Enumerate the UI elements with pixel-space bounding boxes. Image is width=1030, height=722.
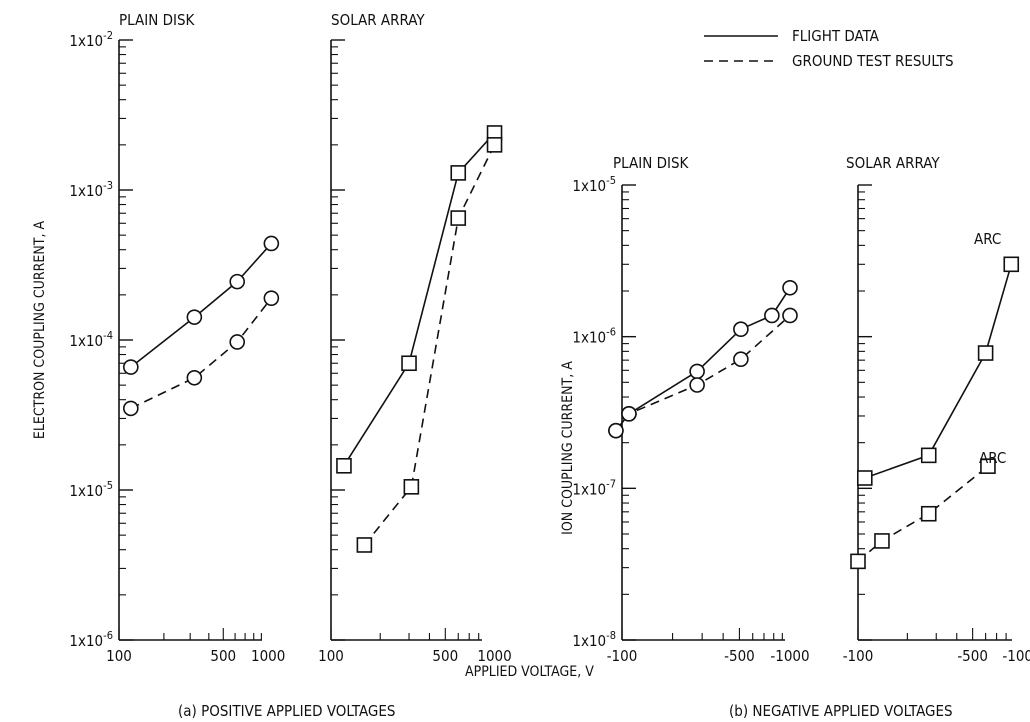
data-point-ground-test-solar-array-neg [980, 458, 996, 474]
data-point-flight-data-plain-disk-pos [229, 273, 246, 290]
legend-label-flight-data: FLIGHT DATA [792, 27, 880, 45]
series-layer [123, 125, 1020, 570]
annotation-arc-flight: ARC [974, 230, 1001, 248]
data-point-flight-data-plain-disk-pos [263, 235, 280, 252]
data-point-ground-test-solar-array-pos [356, 537, 373, 553]
data-point-flight-data-plain-disk-pos [123, 359, 139, 375]
legend-label-ground-test: GROUND TEST RESULTS [792, 52, 954, 70]
x-tick-label-plain-disk-pos: 100 [106, 647, 132, 665]
data-point-flight-data-plain-disk-pos [186, 309, 203, 325]
data-point-ground-test-plain-disk-neg [689, 377, 705, 393]
data-point-ground-test-solar-array-pos [450, 210, 467, 226]
data-point-flight-data-solar-array-pos [401, 355, 417, 372]
data-point-flight-data-solar-array-neg [977, 345, 994, 361]
y-tick-label-plain-disk-pos: 1x10-3 [69, 179, 113, 200]
x-axis-label: APPLIED VOLTAGE, V [465, 664, 594, 680]
axes-layer: 1x10-6 1x10-5 1x10-4 1x10-3 1x10-2 100 500 1000… [69, 29, 1030, 665]
y-axis-label-ion: ION COUPLING CURRENT, A [560, 361, 576, 535]
x-tick-label-solar-array-pos: 500 [432, 647, 458, 665]
data-point-ground-test-plain-disk-neg [733, 351, 749, 368]
series-line-ground-test-plain-disk-pos [130, 297, 272, 410]
panel-title-plain-disk-positive: PLAIN DISK [119, 11, 196, 29]
data-point-flight-data-plain-disk-neg [689, 363, 705, 380]
series-line-flight-data-solar-array-pos [343, 132, 496, 467]
y-tick-label-plain-disk-pos: 1x10-6 [69, 629, 113, 650]
caption-positive-voltages: (a) POSITIVE APPLIED VOLTAGES [178, 702, 395, 720]
series-line-flight-data-plain-disk-neg [615, 287, 791, 432]
panel-title-solar-array-negative: SOLAR ARRAY [846, 154, 940, 172]
y-tick-label-plain-disk-pos: 1x10-5 [69, 479, 113, 500]
y-tick-label-plain-disk-neg: 1x10-6 [572, 326, 616, 347]
y-tick-label-plain-disk-pos: 1x10-2 [69, 29, 113, 50]
data-point-flight-data-plain-disk-neg [782, 279, 798, 296]
x-tick-label-plain-disk-neg: -1000 [770, 647, 809, 665]
data-point-ground-test-solar-array-neg [920, 505, 937, 522]
data-point-ground-test-plain-disk-neg [621, 406, 637, 422]
y-tick-label-plain-disk-neg: 1x10-5 [572, 174, 616, 195]
data-point-flight-data-plain-disk-neg [733, 321, 749, 338]
data-point-flight-data-solar-array-neg [856, 470, 873, 486]
data-point-ground-test-plain-disk-neg [782, 307, 798, 324]
x-tick-label-solar-array-pos: 100 [318, 647, 344, 665]
series-line-flight-data-plain-disk-pos [130, 242, 272, 368]
x-tick-label-solar-array-neg: -100 [843, 647, 874, 665]
data-point-ground-test-plain-disk-pos [123, 400, 139, 417]
data-point-flight-data-plain-disk-neg [764, 307, 780, 324]
panel-title-plain-disk-negative: PLAIN DISK [613, 154, 690, 172]
series-line-ground-test-solar-array-pos [363, 144, 496, 546]
data-point-flight-data-solar-array-pos [450, 165, 467, 181]
data-point-ground-test-solar-array-pos [486, 137, 503, 153]
y-axis-label-electron: ELECTRON COUPLING CURRENT, A [32, 221, 48, 440]
data-point-ground-test-plain-disk-neg [608, 422, 624, 439]
data-point-flight-data-solar-array-neg [1003, 256, 1020, 273]
x-tick-label-solar-array-neg: -1000 [1002, 647, 1030, 665]
y-tick-label-plain-disk-pos: 1x10-4 [69, 329, 113, 350]
data-point-ground-test-plain-disk-pos [186, 369, 203, 386]
data-point-ground-test-plain-disk-pos [229, 334, 246, 350]
x-tick-label-plain-disk-pos: 1000 [251, 647, 285, 665]
panel-title-solar-array-positive: SOLAR ARRAY [331, 11, 425, 29]
x-tick-label-plain-disk-neg: -100 [607, 647, 638, 665]
series-line-flight-data-solar-array-neg [864, 264, 1013, 479]
data-point-ground-test-solar-array-neg [850, 553, 866, 570]
y-tick-label-plain-disk-neg: 1x10-8 [572, 629, 616, 650]
x-tick-label-plain-disk-pos: 500 [210, 647, 236, 665]
data-point-ground-test-solar-array-neg [874, 533, 890, 549]
caption-negative-voltages: (b) NEGATIVE APPLIED VOLTAGES [729, 702, 953, 720]
data-point-ground-test-solar-array-pos [403, 479, 420, 495]
x-tick-label-solar-array-neg: -500 [957, 647, 988, 665]
x-tick-label-plain-disk-neg: -500 [724, 647, 755, 665]
data-point-flight-data-solar-array-pos [336, 457, 352, 474]
x-tick-label-solar-array-pos: 1000 [477, 647, 511, 665]
annotation-arc-ground: ARC [979, 449, 1006, 467]
series-line-ground-test-solar-array-neg [857, 465, 989, 563]
legend: FLIGHT DATA GROUND TEST RESULTS [704, 27, 954, 70]
data-point-ground-test-plain-disk-pos [263, 290, 280, 306]
y-tick-label-plain-disk-neg: 1x10-7 [572, 477, 616, 498]
data-point-flight-data-solar-array-neg [920, 447, 937, 464]
